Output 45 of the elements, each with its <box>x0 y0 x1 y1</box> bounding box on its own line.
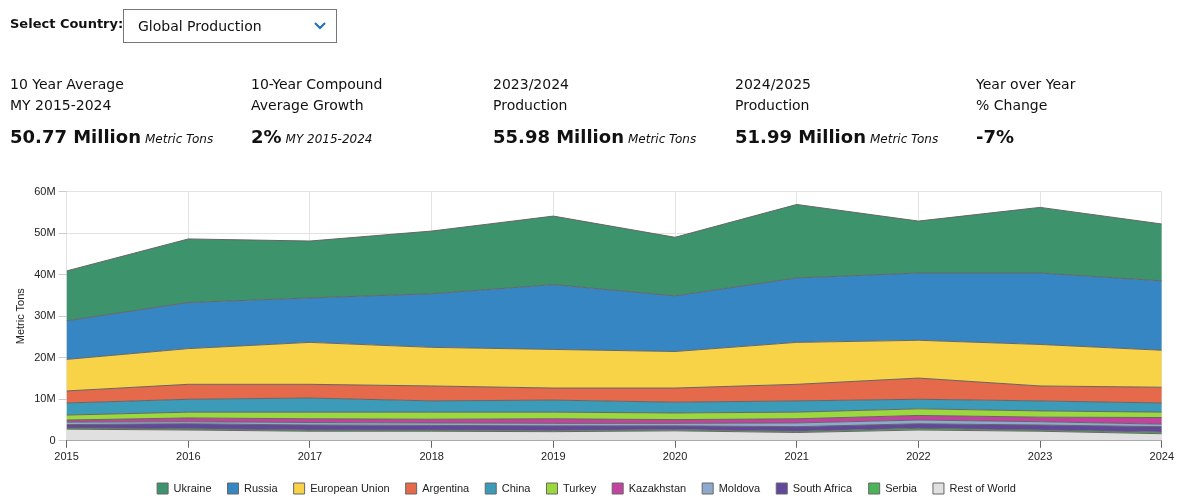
y-tick-label: 20M <box>34 350 56 363</box>
x-tick-label: 2020 <box>662 450 688 463</box>
text: Metric Tons <box>627 132 697 146</box>
legend-label: European Union <box>310 481 390 494</box>
y-tick-label: 50M <box>34 226 56 239</box>
text: Year over Year % Change <box>976 75 1077 115</box>
text: 55.98 Million <box>493 126 624 147</box>
text: 10-Year Compound Average Growth <box>251 75 384 115</box>
y-tick-label: 0 <box>49 433 56 446</box>
legend-label: China <box>501 481 532 494</box>
text: Global Production <box>138 18 262 34</box>
legend-label: Moldova <box>718 481 762 494</box>
text: 51.99 Million <box>735 126 866 147</box>
y-tick-label: 60M <box>34 184 56 197</box>
text: Metric Tons <box>869 132 939 146</box>
legend-label: Kazakhstan <box>628 481 687 494</box>
x-tick-label: 2019 <box>541 450 566 463</box>
legend-label: Russia <box>244 481 279 494</box>
legend-label: Ukraine <box>173 481 212 494</box>
text: 2% <box>251 126 282 147</box>
x-tick-label: 2023 <box>1027 450 1053 463</box>
x-tick-label: 2024 <box>1149 450 1175 463</box>
text: 2024/2025 Production <box>735 75 812 115</box>
legend-label: South Africa <box>792 481 853 494</box>
text: Select Country: <box>10 16 124 31</box>
x-tick-label: 2016 <box>176 450 201 463</box>
legend-label: Turkey <box>562 481 597 494</box>
legend-label: Serbia <box>885 481 918 494</box>
y-axis-title: Metric Tons <box>13 287 26 345</box>
text: Metric Tons <box>144 132 214 146</box>
text: 50.77 Million <box>10 126 141 147</box>
x-tick-label: 2021 <box>784 450 809 463</box>
text: -7% <box>976 126 1016 147</box>
y-tick-label: 40M <box>34 267 56 280</box>
text: 2023/2024 Production <box>493 75 570 115</box>
y-tick-label: 10M <box>34 392 56 405</box>
x-tick-label: 2022 <box>906 450 931 463</box>
text: MY 2015-2024 <box>285 132 373 146</box>
legend-label: Rest of World <box>949 481 1016 494</box>
x-tick-label: 2015 <box>54 450 79 463</box>
x-tick-label: 2018 <box>419 450 444 463</box>
x-tick-label: 2017 <box>297 450 323 463</box>
y-tick-label: 30M <box>34 309 56 322</box>
legend-label: Argentina <box>422 481 471 494</box>
text: 10 Year Average MY 2015-2024 <box>10 75 125 115</box>
